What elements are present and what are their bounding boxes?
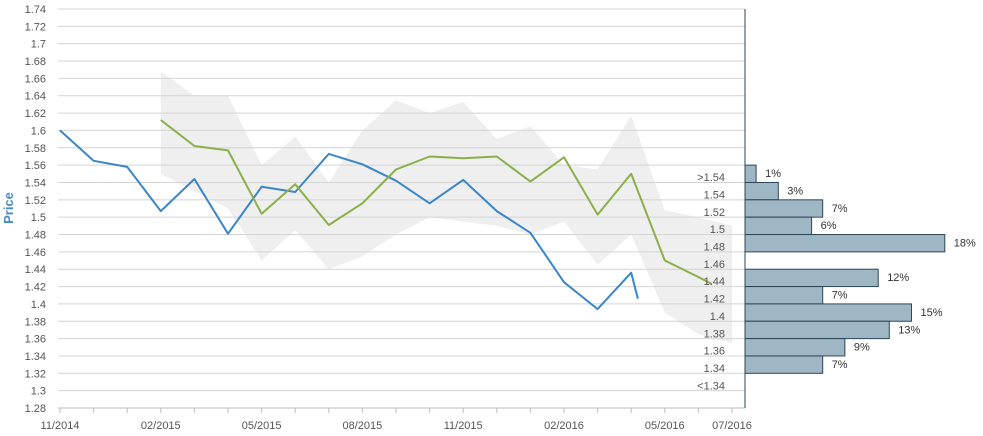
- y-axis-label: Price: [1, 192, 16, 224]
- distribution-price-labels: >1.54 1.54 1.52 1.5 1.48 1.46 1.44 1.42 1.4 1.38 1…: [697, 172, 725, 392]
- distribution-price-label: 1.34: [704, 363, 725, 375]
- forecast-range-band: [160, 71, 733, 343]
- distribution-percent-label: 12%: [887, 272, 909, 284]
- distribution-bar: [744, 199, 824, 218]
- y-tick-label: 1.42: [25, 282, 46, 294]
- y-tick-labels: 1.74 1.72 1.7 1.68 1.66 1.64 1.62 1.6 1.58 1.56 1.…: [25, 4, 46, 415]
- distribution-percent-label: 3%: [787, 185, 803, 197]
- x-tick-label: 05/2015: [242, 420, 282, 432]
- distribution-price-label: 1.4: [710, 311, 725, 323]
- y-tick-label: 1.44: [25, 264, 46, 276]
- distribution-percent-label: 15%: [921, 307, 943, 319]
- x-tick-label: 11/2015: [444, 420, 483, 432]
- x-tick-label: 07/2016: [712, 420, 752, 432]
- x-tick-label: 02/2016: [544, 420, 584, 432]
- distribution-bar: [744, 320, 890, 340]
- distribution-price-label: >1.54: [697, 172, 725, 184]
- distribution-price-label: 1.36: [704, 346, 725, 358]
- distribution-percent-label: 6%: [821, 220, 837, 232]
- distribution-percent-label: 7%: [832, 359, 848, 371]
- distribution-bar: [744, 268, 879, 288]
- y-tick-label: 1.64: [25, 91, 46, 103]
- x-tick-label: 02/2015: [141, 420, 181, 432]
- y-tick-label: 1.52: [25, 195, 46, 207]
- distribution-percent-label: 9%: [854, 342, 870, 354]
- distribution-bar: [744, 355, 824, 374]
- y-tick-label: 1.66: [25, 73, 46, 85]
- x-tick-label: 08/2015: [343, 420, 383, 432]
- y-tick-label: 1.46: [25, 247, 46, 259]
- y-tick-label: 1.32: [25, 368, 46, 380]
- series-lines: [59, 119, 713, 311]
- horizontal-gridlines: [58, 8, 745, 409]
- y-tick-label: 1.5: [31, 212, 46, 224]
- distribution-bar: [744, 216, 813, 236]
- y-tick-label: 1.72: [25, 21, 46, 33]
- distribution-percent-label: 7%: [832, 203, 848, 215]
- y-tick-label: 1.54: [25, 177, 46, 189]
- distribution-bar: [744, 164, 757, 183]
- y-tick-label: 1.62: [25, 108, 46, 120]
- distribution-bar: [744, 338, 846, 357]
- distribution-price-label: 1.42: [704, 294, 725, 306]
- axes: [58, 9, 746, 413]
- forecast-series-line: [160, 119, 713, 285]
- distribution-price-label: 1.5: [710, 224, 725, 236]
- distribution-price-label: 1.48: [704, 242, 725, 254]
- distribution-percent-label: 13%: [898, 324, 920, 336]
- y-tick-label: 1.4: [31, 299, 46, 311]
- y-tick-label: 1.7: [31, 39, 46, 51]
- y-tick-label: 1.74: [25, 4, 46, 16]
- distribution-percent-labels: 1% 3% 7% 6% 18% 12% 7% 15%13% 9% 7%: [765, 168, 976, 371]
- distribution-price-label: <1.34: [697, 380, 725, 392]
- distribution-bar: [744, 181, 779, 201]
- distribution-price-label: 1.46: [704, 259, 725, 271]
- y-tick-label: 1.36: [25, 334, 46, 346]
- y-tick-label: 1.68: [25, 56, 46, 68]
- y-tick-label: 1.48: [25, 230, 46, 242]
- distribution-bar: [744, 303, 912, 322]
- distribution-percent-label: 18%: [954, 238, 976, 250]
- x-tick-label: 05/2016: [645, 420, 685, 432]
- y-tick-label: 1.3: [31, 386, 46, 398]
- distribution-bars: [744, 164, 946, 374]
- y-tick-label: 1.58: [25, 143, 46, 155]
- forecast-band-area: [160, 71, 733, 343]
- distribution-price-label: 1.44: [704, 276, 725, 288]
- distribution-bar: [744, 234, 946, 253]
- distribution-bar: [744, 286, 824, 305]
- distribution-price-label: 1.54: [704, 189, 725, 201]
- y-tick-label: 1.28: [25, 403, 46, 415]
- y-tick-label: 1.38: [25, 316, 46, 328]
- y-tick-label: 1.56: [25, 160, 46, 172]
- distribution-percent-label: 1%: [765, 168, 781, 180]
- distribution-percent-label: 7%: [832, 290, 848, 302]
- y-tick-label: 1.6: [31, 125, 46, 137]
- distribution-price-label: 1.52: [704, 207, 725, 219]
- x-tick-label: 11/2014: [41, 420, 80, 432]
- actual-series-line: [59, 129, 639, 311]
- distribution-price-label: 1.38: [704, 328, 725, 340]
- y-tick-label: 1.34: [25, 351, 46, 363]
- x-tick-labels: 11/2014 02/2015 05/2015 08/2015 11/2015 02/20…: [41, 420, 752, 432]
